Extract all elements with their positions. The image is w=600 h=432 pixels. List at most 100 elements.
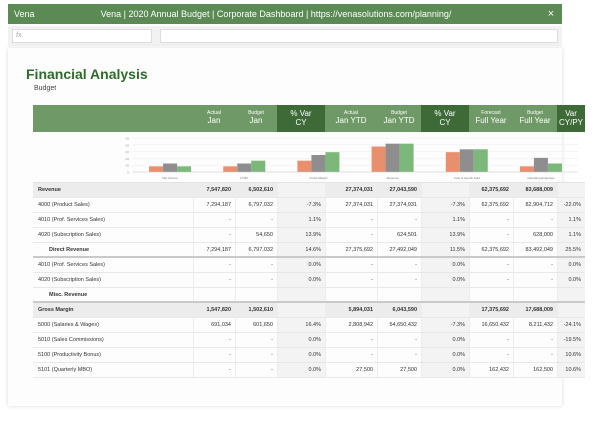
table-cell[interactable]: 5,894,031	[325, 303, 377, 317]
close-icon[interactable]: ×	[547, 8, 555, 20]
table-cell[interactable]: 0.0%	[421, 273, 469, 287]
table-cell[interactable]: 1.1%	[557, 213, 585, 227]
table-cell[interactable]: -	[235, 273, 277, 287]
table-cell[interactable]: -	[325, 348, 377, 362]
table-cell[interactable]	[557, 288, 585, 301]
table-cell[interactable]: -	[469, 228, 513, 242]
table-cell[interactable]: -	[469, 333, 513, 347]
table-cell[interactable]: -	[325, 228, 377, 242]
table-cell[interactable]: 8,211,432	[513, 318, 557, 332]
table-cell[interactable]: -24.1%	[557, 318, 585, 332]
table-cell[interactable]: 16.4%	[277, 318, 325, 332]
table-cell[interactable]: 162,432	[469, 363, 513, 377]
table-cell[interactable]: 691,034	[193, 318, 235, 332]
table-cell[interactable]: 14.6%	[277, 243, 325, 256]
table-cell[interactable]: -	[513, 273, 557, 287]
table-cell[interactable]: 62,375,692	[469, 183, 513, 197]
table-cell[interactable]: 54,650,432	[377, 318, 421, 332]
table-cell[interactable]: 17,688,009	[513, 303, 557, 317]
table-cell[interactable]: 1.1%	[421, 213, 469, 227]
table-cell[interactable]: -7.3%	[277, 198, 325, 212]
table-cell[interactable]: -	[193, 213, 235, 227]
table-cell[interactable]: -	[193, 348, 235, 362]
table-cell[interactable]: 6,797,032	[235, 243, 277, 256]
table-cell[interactable]: 2,808,942	[325, 318, 377, 332]
table-cell[interactable]: 13.9%	[421, 228, 469, 242]
table-cell[interactable]: 0.0%	[277, 348, 325, 362]
table-cell[interactable]: 62,375,692	[469, 243, 513, 256]
table-cell[interactable]: 6,502,610	[235, 183, 277, 197]
table-cell[interactable]: 0.0%	[277, 258, 325, 272]
table-cell[interactable]: -	[377, 273, 421, 287]
table-cell[interactable]: 0.0%	[421, 363, 469, 377]
table-cell[interactable]: 27,500	[377, 363, 421, 377]
table-cell[interactable]: 0.0%	[421, 348, 469, 362]
table-cell[interactable]: 1,502,610	[235, 303, 277, 317]
table-cell[interactable]: -	[325, 213, 377, 227]
table-cell[interactable]: 16,650,432	[469, 318, 513, 332]
table-cell[interactable]: 0.0%	[557, 273, 585, 287]
table-cell[interactable]: -	[193, 333, 235, 347]
table-cell[interactable]: -	[235, 348, 277, 362]
table-cell[interactable]: -	[193, 228, 235, 242]
table-cell[interactable]: 11.5%	[421, 243, 469, 256]
table-cell[interactable]: -	[377, 348, 421, 362]
table-cell[interactable]: 6,797,032	[235, 198, 277, 212]
table-cell[interactable]	[421, 183, 469, 197]
table-cell[interactable]: 10.6%	[557, 363, 585, 377]
table-cell[interactable]: 1.1%	[277, 213, 325, 227]
table-cell[interactable]: 628,000	[513, 228, 557, 242]
cell-reference-box[interactable]: fx	[12, 29, 152, 43]
table-cell[interactable]: -7.3%	[421, 318, 469, 332]
table-cell[interactable]	[325, 288, 377, 301]
table-cell[interactable]: 27,375,692	[325, 243, 377, 256]
table-cell[interactable]: 25.5%	[557, 243, 585, 256]
table-cell[interactable]: 6,043,590	[377, 303, 421, 317]
table-cell[interactable]: -	[325, 273, 377, 287]
table-cell[interactable]: 83,688,009	[513, 183, 557, 197]
table-cell[interactable]: -22.0%	[557, 198, 585, 212]
table-cell[interactable]: -	[235, 333, 277, 347]
table-cell[interactable]: 10.6%	[557, 348, 585, 362]
table-cell[interactable]: 7,547,820	[193, 183, 235, 197]
table-cell[interactable]: 0.0%	[277, 273, 325, 287]
table-cell[interactable]: 624,501	[377, 228, 421, 242]
table-cell[interactable]: 7,294,187	[193, 198, 235, 212]
table-cell[interactable]: 0.0%	[421, 333, 469, 347]
table-cell[interactable]: 27,492,049	[377, 243, 421, 256]
table-cell[interactable]: 0.0%	[277, 333, 325, 347]
table-cell[interactable]	[421, 288, 469, 301]
table-cell[interactable]	[469, 288, 513, 301]
table-cell[interactable]: 82,904,712	[513, 198, 557, 212]
table-cell[interactable]: 1,547,820	[193, 303, 235, 317]
table-cell[interactable]: -	[235, 213, 277, 227]
table-cell[interactable]	[277, 288, 325, 301]
table-cell[interactable]: -	[513, 333, 557, 347]
table-cell[interactable]: -	[325, 333, 377, 347]
table-cell[interactable]: -	[513, 258, 557, 272]
table-cell[interactable]	[557, 303, 585, 317]
table-cell[interactable]: -	[377, 258, 421, 272]
table-cell[interactable]	[557, 183, 585, 197]
table-cell[interactable]: 13.9%	[277, 228, 325, 242]
table-cell[interactable]: 17,375,692	[469, 303, 513, 317]
formula-input[interactable]	[160, 29, 558, 43]
table-cell[interactable]: 27,374,031	[325, 198, 377, 212]
table-cell[interactable]: 0.0%	[277, 363, 325, 377]
table-cell[interactable]: 0.0%	[421, 258, 469, 272]
table-cell[interactable]: 0.0%	[557, 258, 585, 272]
table-cell[interactable]: 83,492,049	[513, 243, 557, 256]
table-cell[interactable]: 27,043,590	[377, 183, 421, 197]
table-cell[interactable]: -19.5%	[557, 333, 585, 347]
table-cell[interactable]	[513, 288, 557, 301]
table-cell[interactable]: 162,500	[513, 363, 557, 377]
table-cell[interactable]: -	[469, 273, 513, 287]
table-cell[interactable]	[277, 183, 325, 197]
table-cell[interactable]: -7.3%	[421, 198, 469, 212]
table-cell[interactable]: -	[193, 363, 235, 377]
table-cell[interactable]: -	[469, 258, 513, 272]
table-cell[interactable]	[377, 288, 421, 301]
table-cell[interactable]: -	[235, 258, 277, 272]
table-cell[interactable]: -	[235, 363, 277, 377]
table-cell[interactable]: -	[193, 258, 235, 272]
